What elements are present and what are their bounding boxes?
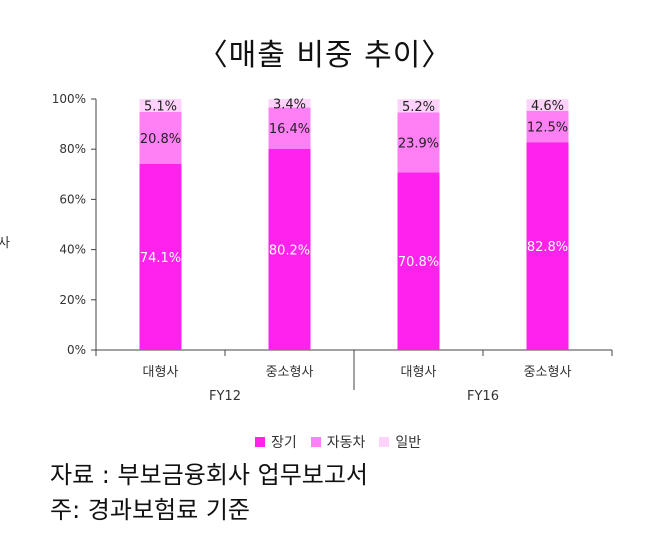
bar-segment (139, 164, 182, 350)
bar-segment (526, 110, 569, 143)
legend-swatch (379, 437, 390, 447)
bar-segment (139, 111, 182, 165)
y-tick-label: 20% (59, 293, 86, 307)
data-label: 5.1% (144, 99, 177, 114)
y-tick-label: 80% (59, 142, 86, 156)
y-tick-label: 0% (67, 343, 86, 357)
data-label: 70.8% (398, 255, 439, 270)
bar-segment (397, 172, 440, 350)
data-label: 80.2% (269, 243, 310, 258)
footer: 자료 : 부보금융회사 업무보고서 주: 경과보험료 기준 (50, 458, 368, 528)
legend-label: 장기 (271, 435, 297, 451)
data-label: 16.4% (269, 122, 310, 137)
data-label: 3.4% (273, 97, 306, 112)
data-label: 74.1% (140, 251, 181, 266)
legend-label: 자동차 (326, 435, 366, 451)
legend-swatch (255, 437, 265, 447)
source-note: 자료 : 부보금융회사 업무보고서 (50, 461, 369, 489)
x-category-label: 중소형사 (524, 365, 572, 380)
bar-segment (397, 112, 440, 173)
bar-segment (268, 148, 311, 350)
legend-swatch (310, 437, 321, 447)
data-label: 20.8% (140, 132, 181, 147)
legend-item: 일반 (379, 432, 421, 452)
stacked-bar-chart: 0% 20% 40% 60% 80% 100% 74.1% 20.8% 5.1% 대형사 80.2%… (52, 92, 613, 404)
data-label: 23.9% (398, 136, 439, 151)
bar-segment (526, 99, 569, 111)
y-tick-label: 100% (52, 92, 86, 106)
y-tick-label: 40% (59, 243, 86, 257)
chart-title: 〈매출 비중 추이〉 (197, 38, 453, 73)
legend: 장기 자동차 일반 (255, 432, 421, 452)
data-label: 12.5% (527, 120, 568, 135)
bar-segment (397, 99, 440, 113)
x-category-label: 대형사 (143, 365, 179, 380)
x-group-label: FY12 (209, 389, 241, 404)
x-category-label: 중소형사 (266, 365, 314, 380)
legend-item: 장기 (255, 432, 297, 452)
y-tick-label: 60% (59, 192, 86, 206)
edge-label: 사 (0, 236, 10, 251)
bar-segment (268, 99, 311, 108)
basis-note: 주: 경과보험료 기준 (50, 496, 250, 524)
data-label: 82.8% (527, 240, 568, 255)
data-label: 4.6% (531, 99, 564, 114)
x-category-label: 대형사 (401, 365, 437, 380)
legend-label: 일반 (395, 435, 422, 451)
bar-segment (526, 142, 569, 350)
x-group-label: FY16 (467, 389, 499, 404)
bar-segment (139, 99, 182, 112)
data-label: 5.2% (402, 100, 435, 115)
legend-item: 자동차 (310, 432, 366, 452)
bar-segment (268, 107, 311, 149)
